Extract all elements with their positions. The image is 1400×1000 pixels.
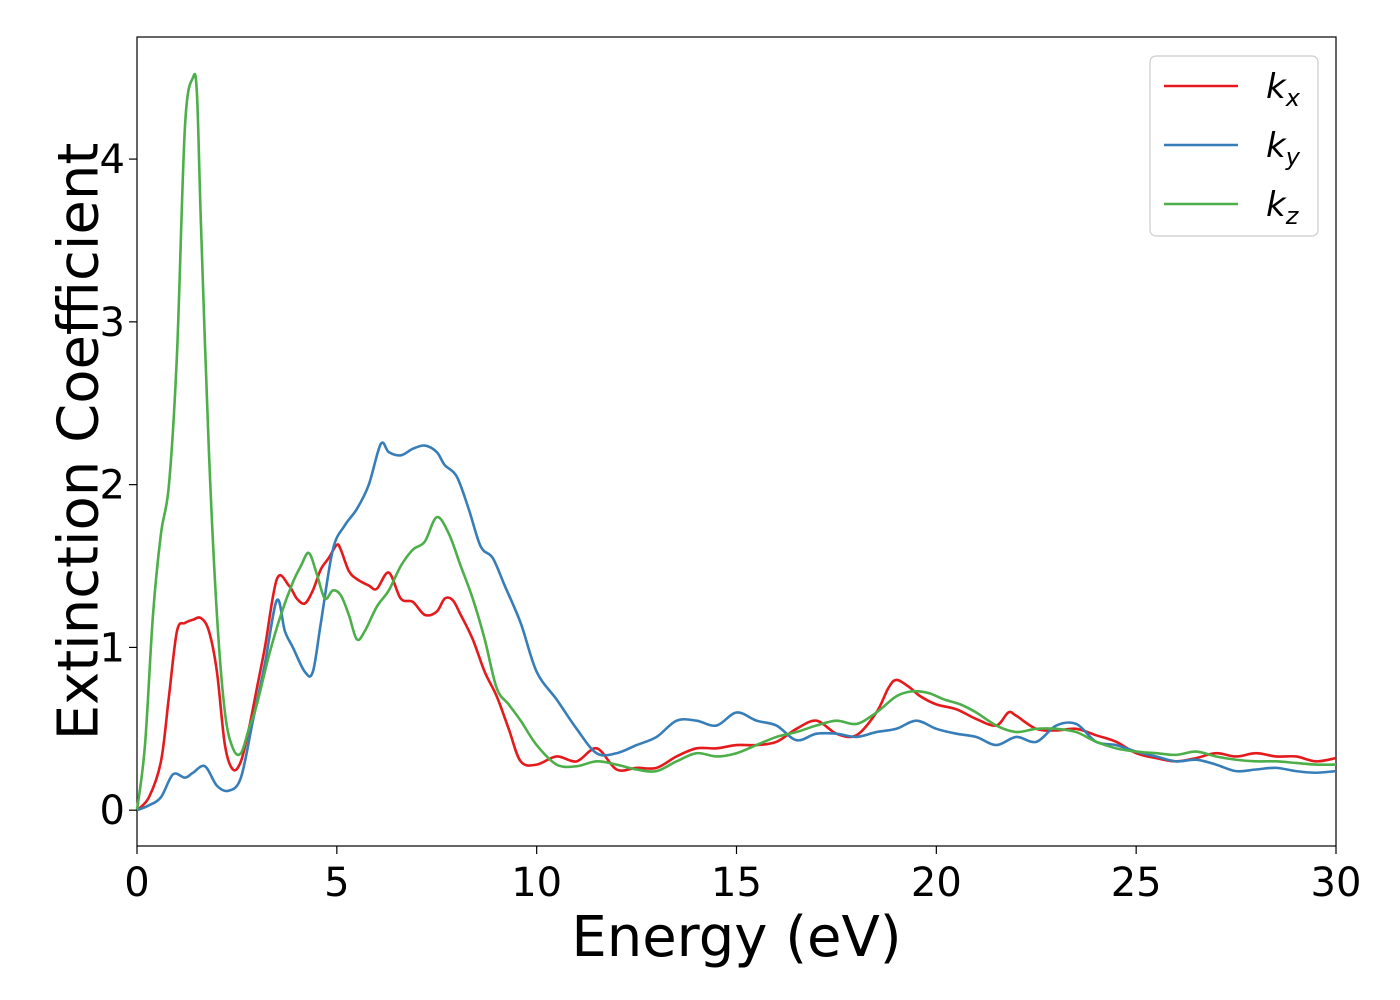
y-tick-label: 0: [100, 788, 125, 834]
series-line-kz: [135, 72, 1337, 811]
y-axis-ticks: 0 1 2 3 4: [100, 137, 137, 834]
x-tick-label: 20: [911, 860, 962, 906]
x-axis-ticks: 0 5 10 15 20 25 30: [124, 846, 1361, 906]
x-axis-title: Energy (eV): [571, 905, 901, 970]
x-tick-label: 25: [1111, 860, 1162, 906]
y-tick-label: 4: [100, 137, 125, 183]
legend-label-main: k: [1266, 185, 1287, 225]
y-tick-label: 1: [100, 625, 125, 671]
legend-label-subscript: x: [1285, 84, 1301, 112]
y-tick-label: 3: [100, 300, 125, 346]
x-tick-label: 0: [124, 860, 149, 906]
x-tick-label: 15: [711, 860, 762, 906]
legend-label-kx: kx: [1266, 67, 1301, 112]
legend-label-subscript: y: [1285, 143, 1301, 171]
legend-label-subscript: z: [1285, 202, 1300, 230]
legend-label-kz: kz: [1266, 185, 1300, 230]
legend-label-ky: ky: [1266, 126, 1301, 171]
x-tick-label: 5: [324, 860, 349, 906]
legend-label-main: k: [1266, 67, 1287, 107]
series-line-ky: [136, 441, 1337, 812]
series-layer: [135, 72, 1337, 812]
legend-label-main: k: [1266, 126, 1287, 166]
x-tick-label: 10: [511, 860, 562, 906]
series-line-kx: [136, 543, 1337, 812]
y-tick-label: 2: [100, 463, 125, 509]
x-tick-label: 30: [1311, 860, 1362, 906]
y-axis-title: Extinction Coefficient: [47, 143, 112, 741]
